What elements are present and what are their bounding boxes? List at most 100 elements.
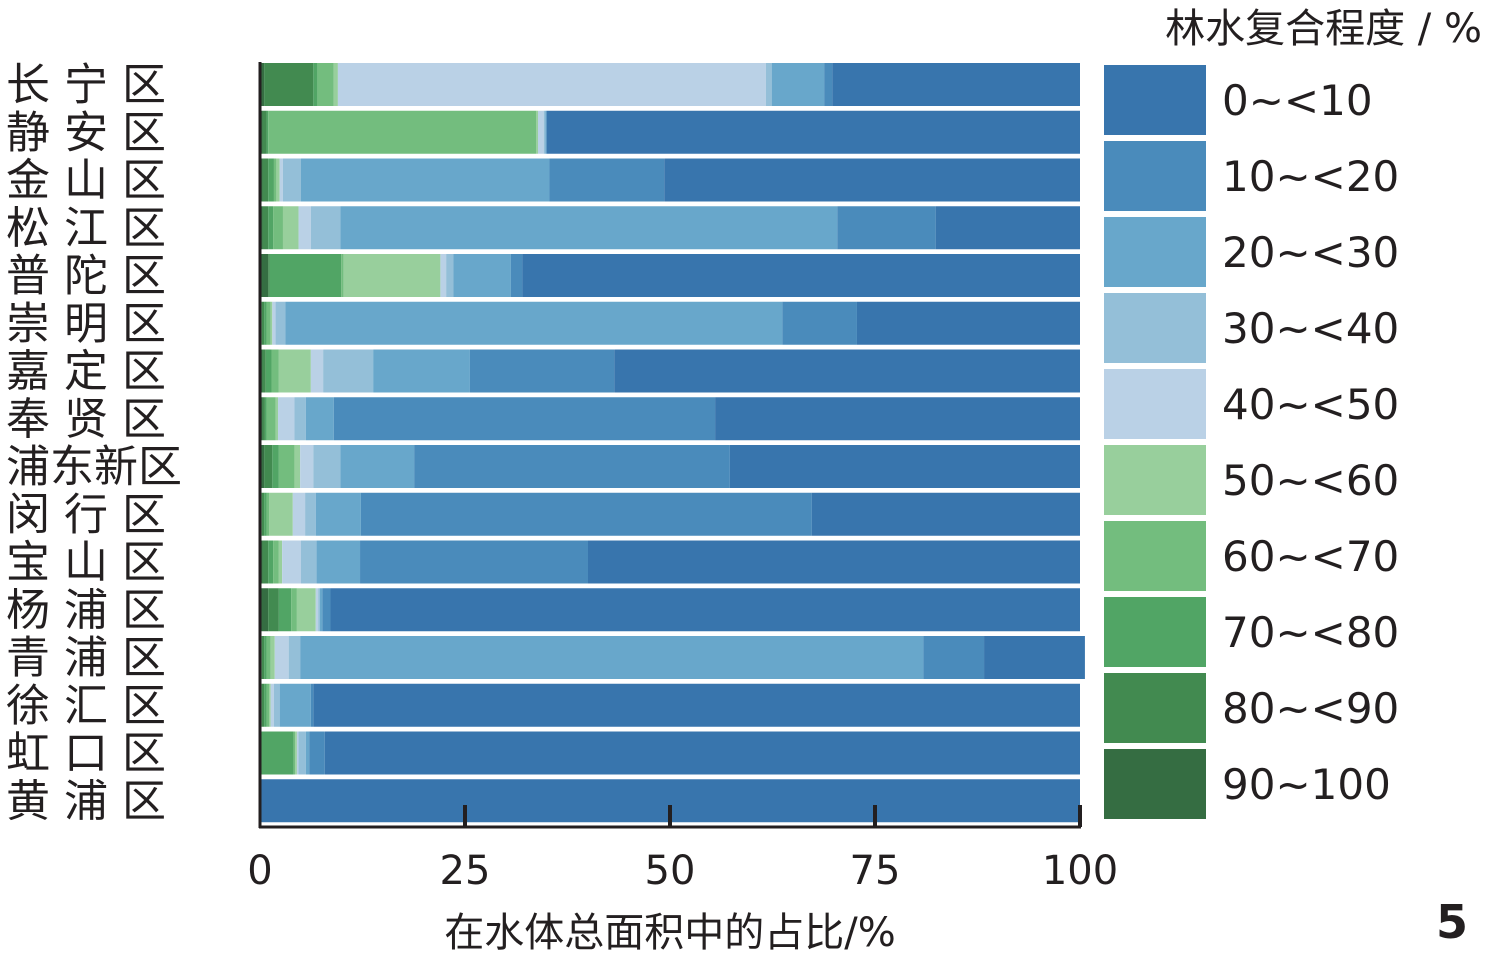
bar-segment xyxy=(273,158,277,202)
bar-segment xyxy=(285,301,783,345)
bar-segment xyxy=(275,397,279,441)
bar-segment xyxy=(546,110,547,154)
bar-segment xyxy=(261,492,265,536)
bar-segment xyxy=(279,158,283,202)
bar-segment xyxy=(269,254,342,297)
category-label: 长 宁 区 xyxy=(6,60,166,111)
bar-segment xyxy=(333,63,338,106)
bar-segment xyxy=(341,254,344,297)
bar-segment xyxy=(935,206,1080,250)
bar-segment xyxy=(272,445,279,488)
bar-segment xyxy=(545,110,547,154)
legend-label: 50~<60 xyxy=(1222,456,1399,505)
bar-segment xyxy=(318,588,320,632)
bar-segment xyxy=(323,349,374,393)
bar-segment xyxy=(268,206,274,250)
legend-label: 70~<80 xyxy=(1222,608,1399,657)
bar-segment xyxy=(278,540,283,584)
bar-segment xyxy=(313,683,1080,727)
legend: 0~<10 10~<20 20~<30 30~<40 40~<50 50~<60 60~<7… xyxy=(1104,65,1399,819)
bar-segment xyxy=(278,397,295,441)
bar-segment xyxy=(268,158,274,202)
bar-segment xyxy=(278,588,292,632)
category-labels: 长 宁 区静 安 区金 山 区松 江 区普 陀 区崇 明 区嘉 定 区奉 贤 区… xyxy=(6,60,182,827)
bar-segment xyxy=(278,445,295,488)
bar-segment xyxy=(264,636,267,679)
bar-segment xyxy=(270,683,274,727)
bar-segment xyxy=(279,683,311,727)
bar-segment xyxy=(260,63,265,106)
category-label: 青 浦 区 xyxy=(6,633,166,684)
bar-segment xyxy=(837,206,936,250)
bar-segment xyxy=(373,349,470,393)
category-label: 普 陀 区 xyxy=(6,251,166,302)
bar-segment xyxy=(313,63,318,106)
legend-swatch xyxy=(1104,749,1206,819)
bar-segment xyxy=(260,254,269,297)
bar-segment xyxy=(264,63,314,106)
bar-segment xyxy=(537,110,544,154)
category-label: 宝 山 区 xyxy=(6,537,166,588)
bar-segment xyxy=(543,110,546,154)
bar-segment xyxy=(278,349,311,393)
legend-label: 90~100 xyxy=(1222,760,1391,809)
bar-segment xyxy=(282,206,299,250)
bar-segment xyxy=(547,110,1080,154)
bar-segment xyxy=(264,683,267,727)
legend-label: 30~<40 xyxy=(1222,304,1399,353)
bar-segment xyxy=(295,731,297,775)
bar-segment xyxy=(294,397,306,441)
x-ticks: 0 25 50 75 100 xyxy=(247,805,1118,894)
bar-segment xyxy=(272,301,276,345)
bar-segment xyxy=(292,492,306,536)
bar-segment xyxy=(360,540,588,584)
bar-segment xyxy=(298,206,311,250)
bar-segment xyxy=(715,397,1080,441)
bar-segment xyxy=(322,588,331,632)
bar-segment xyxy=(337,63,766,106)
bar-segment xyxy=(270,636,275,679)
bar-segment xyxy=(310,683,314,727)
bar-segment xyxy=(453,254,511,297)
category-label: 嘉 定 区 xyxy=(6,346,166,397)
legend-label: 0~<10 xyxy=(1222,76,1373,125)
bar-segment xyxy=(549,158,665,202)
legend-swatch xyxy=(1104,673,1206,743)
legend-swatch xyxy=(1104,369,1206,439)
bar-segment xyxy=(269,492,293,536)
category-label: 闵 行 区 xyxy=(6,489,166,540)
x-axis-title: 在水体总面积中的占比/% xyxy=(444,910,895,956)
bar-segment xyxy=(824,63,833,106)
bar-segment xyxy=(614,349,1080,393)
bar-segment xyxy=(469,349,615,393)
bar-segment xyxy=(291,588,297,632)
legend-swatch xyxy=(1104,293,1206,363)
bar-segment xyxy=(294,445,301,488)
bar-segment xyxy=(319,588,323,632)
bar-segment xyxy=(296,731,299,775)
bar-segment xyxy=(414,445,730,488)
bar-segment xyxy=(275,301,286,345)
bar-segment xyxy=(282,540,301,584)
bar-segment xyxy=(264,492,267,536)
bar-segment xyxy=(664,158,1080,202)
legend-swatch xyxy=(1104,445,1206,515)
bars-group xyxy=(260,63,1085,823)
legend-swatch xyxy=(1104,521,1206,591)
bar-segment xyxy=(273,206,283,250)
bar-segment xyxy=(301,158,550,202)
bar-segment xyxy=(315,588,319,632)
bar-segment xyxy=(262,206,269,250)
bar-segment xyxy=(315,492,361,536)
x-tick-label: 100 xyxy=(1042,848,1118,894)
bar-segment xyxy=(273,683,280,727)
bar-segment xyxy=(510,254,523,297)
legend-swatch xyxy=(1104,65,1206,135)
category-label: 奉 贤 区 xyxy=(6,394,166,445)
bar-segment xyxy=(270,301,273,345)
category-label: 徐 汇 区 xyxy=(6,680,166,731)
bar-segment xyxy=(300,636,924,679)
bar-segment xyxy=(261,683,265,727)
bar-segment xyxy=(923,636,985,679)
